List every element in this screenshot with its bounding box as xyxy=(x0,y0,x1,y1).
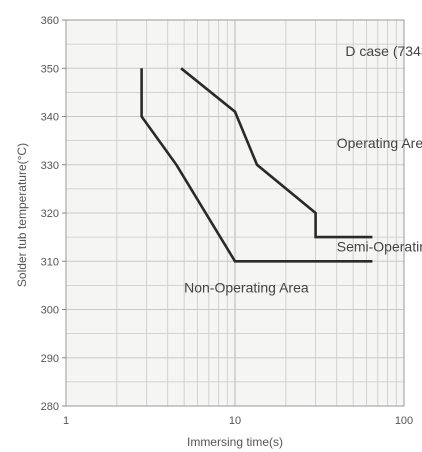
y-tick-label: 280 xyxy=(41,401,59,413)
y-axis-title: Solder tub temperature(°C) xyxy=(15,143,29,287)
x-tick-label: 1 xyxy=(63,415,69,427)
x-tick-label: 100 xyxy=(395,415,413,427)
annotation-2: Operating Area xyxy=(337,135,422,151)
grid xyxy=(66,20,404,406)
x-tick-label: 10 xyxy=(229,415,241,427)
y-tick-label: 340 xyxy=(41,112,59,124)
y-tick-label: 310 xyxy=(41,256,59,268)
x-axis-ticks: 1 10 100 xyxy=(63,415,413,427)
y-tick-label: 330 xyxy=(41,160,59,172)
annotations: D case (7343) Operating Area Semi-Operatin… xyxy=(184,43,422,295)
x-axis-title: Immersing time(s) xyxy=(187,435,283,449)
y-tick-label: 360 xyxy=(41,15,59,27)
y-tick-label: 320 xyxy=(41,208,59,220)
y-axis-ticks: 280 290 300 310 320 330 340 350 360 xyxy=(41,15,66,413)
annotation-1: D case (7343) xyxy=(345,43,422,59)
series-line-2 xyxy=(180,67,373,239)
series-group xyxy=(140,67,373,263)
y-tick-label: 300 xyxy=(41,305,59,317)
y-tick-label: 290 xyxy=(41,353,59,365)
series-line-1 xyxy=(140,68,373,263)
y-tick-label: 350 xyxy=(41,63,59,75)
annotation-4: Non-Operating Area xyxy=(184,280,309,296)
annotation-3: Semi-Operating Area xyxy=(337,239,422,255)
